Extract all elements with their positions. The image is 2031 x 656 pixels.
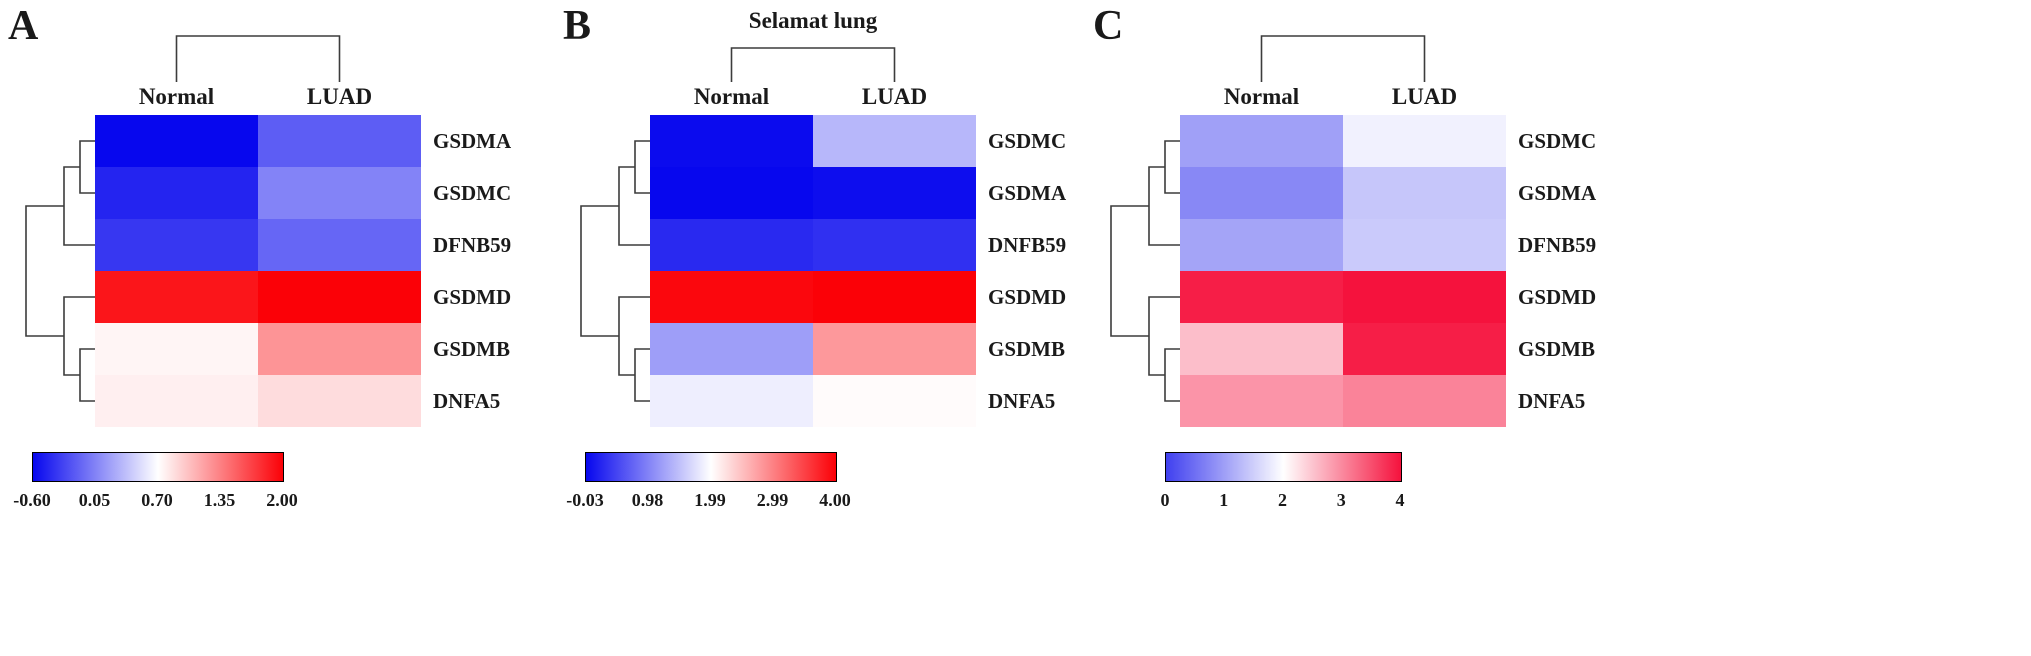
row-label: GSDMB xyxy=(433,336,511,361)
heatmap-cell xyxy=(1343,375,1506,427)
heatmap-cell xyxy=(1343,167,1506,219)
row-label: DNFA5 xyxy=(433,388,501,413)
heatmap-cell xyxy=(650,167,813,219)
row-label: GSDMC xyxy=(1518,128,1597,153)
colorbar-tick-label: -0.60 xyxy=(13,490,51,510)
heatmap-cell xyxy=(258,323,421,375)
heatmap-cell xyxy=(650,271,813,323)
heatmap-cell xyxy=(95,271,258,323)
heatmap-cell xyxy=(258,271,421,323)
heatmap-cell xyxy=(95,375,258,427)
heatmap-cell xyxy=(1180,271,1343,323)
heatmap-cell xyxy=(95,167,258,219)
heatmap-cell xyxy=(813,375,976,427)
colorbar-tick-label: 0 xyxy=(1160,490,1170,510)
heatmap-panel-a: A Normal LUAD GSDMA GSDMC DFNB59 GSDMD GSDMB… xyxy=(0,0,555,656)
row-label: GSDMA xyxy=(433,128,512,153)
colorbar-tick-label: 4.00 xyxy=(819,490,851,510)
heatmap-cell xyxy=(1180,219,1343,271)
heatmap-grid xyxy=(95,115,421,427)
colorbar xyxy=(1165,452,1402,482)
colorbar xyxy=(32,452,284,482)
colorbar-ticks: -0.60 0.05 0.70 1.35 2.00 xyxy=(0,490,555,516)
panel-letter: C xyxy=(1093,3,1125,49)
colorbar-ticks: -0.03 0.98 1.99 2.99 4.00 xyxy=(555,490,1085,516)
colorbar-tick-label: 1 xyxy=(1219,490,1229,510)
colorbar-tick-label: 0.98 xyxy=(631,490,664,510)
heatmap-cell xyxy=(95,323,258,375)
heatmap-cell xyxy=(1180,323,1343,375)
heatmap-cell xyxy=(258,375,421,427)
row-label: GSDMC xyxy=(988,128,1067,153)
row-label: DNFA5 xyxy=(1518,388,1586,413)
row-label: DFNB59 xyxy=(433,232,512,257)
column-label-luad: LUAD xyxy=(861,84,928,109)
heatmap-cell xyxy=(813,323,976,375)
heatmap-cell xyxy=(1343,219,1506,271)
row-label: GSDMD xyxy=(1518,284,1597,309)
panel-letter: B xyxy=(563,3,593,49)
panel-title: Selamat lung xyxy=(748,8,878,33)
column-label-luad: LUAD xyxy=(1391,84,1458,109)
colorbar-tick-label: 3 xyxy=(1336,490,1346,510)
heatmap-cell xyxy=(1180,115,1343,167)
heatmap-cell xyxy=(258,115,421,167)
heatmap-cell xyxy=(1343,323,1506,375)
row-label: GSDMD xyxy=(433,284,512,309)
heatmap-grid xyxy=(650,115,976,427)
colorbar-tick-label: 1.35 xyxy=(203,490,236,510)
heatmap-cell xyxy=(650,375,813,427)
column-label-normal: Normal xyxy=(138,84,215,109)
heatmap-cell xyxy=(813,115,976,167)
heatmap-cell xyxy=(813,271,976,323)
column-label-normal: Normal xyxy=(1223,84,1300,109)
heatmap-grid xyxy=(1180,115,1506,427)
row-label: GSDMB xyxy=(1518,336,1596,361)
heatmap-cell xyxy=(1180,167,1343,219)
heatmap-cell xyxy=(650,115,813,167)
row-label: DNFB59 xyxy=(988,232,1067,257)
colorbar-tick-label: 0.70 xyxy=(141,490,173,510)
colorbar-tick-label: -0.03 xyxy=(566,490,604,510)
heatmap-cell xyxy=(1343,115,1506,167)
heatmap-cell xyxy=(1343,271,1506,323)
heatmap-panel-b: B Selamat lung Normal LUAD GSDMC GSDMA DNF… xyxy=(555,0,1085,656)
colorbar-tick-label: 0.05 xyxy=(78,490,111,510)
row-label: GSDMA xyxy=(988,180,1067,205)
colorbar-tick-label: 2.00 xyxy=(266,490,298,510)
row-label: DFNB59 xyxy=(1518,232,1597,257)
row-label: GSDMD xyxy=(988,284,1067,309)
column-label-luad: LUAD xyxy=(306,84,373,109)
heatmap-cell xyxy=(258,219,421,271)
colorbar-ticks: 0 1 2 3 4 xyxy=(1085,490,2031,516)
heatmap-cell xyxy=(650,323,813,375)
panel-letter: A xyxy=(8,3,40,49)
colorbar-tick-label: 2 xyxy=(1278,490,1287,510)
heatmap-cell xyxy=(813,167,976,219)
heatmap-cell xyxy=(95,219,258,271)
heatmap-cell xyxy=(813,219,976,271)
row-label: GSDMC xyxy=(433,180,512,205)
colorbar-tick-label: 2.99 xyxy=(756,490,789,510)
row-label: DNFA5 xyxy=(988,388,1056,413)
colorbar-tick-label: 4 xyxy=(1395,490,1405,510)
column-label-normal: Normal xyxy=(693,84,770,109)
row-label: GSDMB xyxy=(988,336,1066,361)
heatmap-cell xyxy=(95,115,258,167)
heatmap-cell xyxy=(1180,375,1343,427)
heatmap-cell xyxy=(650,219,813,271)
colorbar xyxy=(585,452,837,482)
heatmap-panel-c: C Normal LUAD GSDMC GSDMA DFNB59 GSDMD GSDMB… xyxy=(1085,0,2031,656)
heatmap-cell xyxy=(258,167,421,219)
colorbar-tick-label: 1.99 xyxy=(694,490,726,510)
row-label: GSDMA xyxy=(1518,180,1597,205)
